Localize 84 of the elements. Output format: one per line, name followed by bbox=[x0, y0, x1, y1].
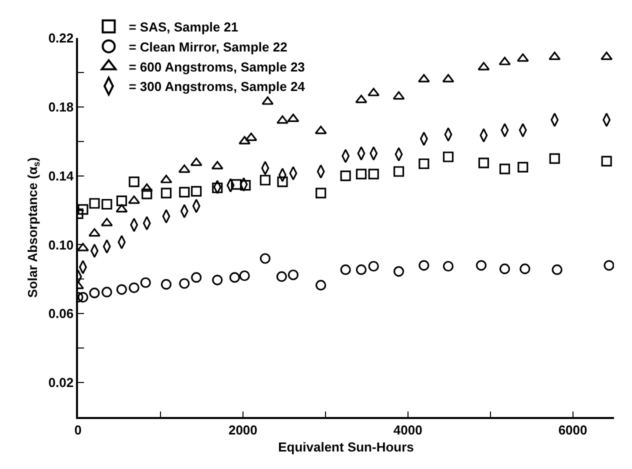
legend-label: = SAS, Sample 21 bbox=[128, 19, 238, 34]
point bbox=[78, 204, 88, 215]
x-axis-title: Equivalent Sun-Hours bbox=[278, 439, 414, 454]
y-tick-label: 0.02 bbox=[48, 375, 74, 390]
point bbox=[356, 168, 367, 180]
point bbox=[128, 282, 140, 294]
x-tick-label: 6000 bbox=[558, 422, 588, 438]
point bbox=[89, 198, 100, 209]
point bbox=[314, 126, 327, 134]
point bbox=[140, 277, 151, 288]
point bbox=[78, 292, 88, 303]
point bbox=[601, 156, 612, 166]
point bbox=[499, 264, 510, 274]
point bbox=[140, 183, 153, 192]
point bbox=[316, 280, 326, 291]
point bbox=[160, 188, 172, 198]
point bbox=[393, 166, 404, 177]
y-tick-label: 0.06 bbox=[48, 306, 74, 322]
point bbox=[476, 260, 487, 271]
point bbox=[100, 218, 113, 226]
y-tick-label: 0.18 bbox=[48, 99, 74, 114]
point bbox=[368, 260, 379, 272]
point bbox=[520, 264, 530, 274]
point bbox=[276, 115, 288, 124]
point bbox=[368, 168, 379, 180]
point bbox=[393, 266, 404, 277]
point bbox=[212, 182, 223, 194]
legend-label: = 300 Angstroms, Sample 24 bbox=[128, 79, 306, 94]
point bbox=[316, 188, 326, 198]
point bbox=[604, 260, 614, 271]
point bbox=[240, 180, 251, 191]
point bbox=[340, 264, 351, 276]
point bbox=[549, 153, 560, 164]
point bbox=[260, 253, 270, 264]
point bbox=[516, 53, 529, 62]
point bbox=[418, 260, 430, 271]
point bbox=[116, 284, 127, 295]
point bbox=[231, 179, 242, 190]
point bbox=[142, 188, 152, 200]
point bbox=[552, 264, 562, 276]
point bbox=[88, 228, 100, 237]
point bbox=[179, 186, 190, 198]
point bbox=[128, 176, 140, 188]
point bbox=[78, 242, 89, 252]
point bbox=[116, 196, 127, 206]
point bbox=[277, 176, 288, 188]
legend-label: = Clean Mirror, Sample 22 bbox=[128, 39, 288, 54]
x-tick-label: 0 bbox=[74, 422, 82, 438]
y-tick-label: 0.22 bbox=[48, 30, 74, 46]
point bbox=[102, 198, 112, 210]
point bbox=[356, 264, 367, 276]
point bbox=[179, 278, 190, 289]
point bbox=[178, 164, 190, 173]
point bbox=[288, 270, 299, 280]
point bbox=[229, 272, 240, 283]
point bbox=[276, 271, 287, 282]
point bbox=[478, 158, 490, 168]
point bbox=[212, 274, 223, 286]
y-tick-label: 0.14 bbox=[48, 168, 74, 184]
y-tick-label: 0.10 bbox=[48, 237, 74, 252]
point bbox=[340, 170, 351, 182]
point bbox=[499, 164, 510, 174]
point bbox=[239, 270, 250, 282]
point bbox=[355, 94, 368, 104]
point bbox=[418, 158, 430, 170]
point bbox=[498, 56, 511, 66]
point bbox=[368, 88, 380, 96]
x-tick-label: 4000 bbox=[393, 422, 422, 438]
point bbox=[442, 260, 454, 272]
point bbox=[160, 279, 172, 290]
x-tick-label: 2000 bbox=[228, 422, 258, 438]
point bbox=[102, 286, 112, 298]
legend-label: = 600 Angstroms, Sample 23 bbox=[128, 59, 305, 74]
point bbox=[392, 91, 405, 100]
point bbox=[442, 152, 454, 162]
point bbox=[260, 174, 270, 186]
point bbox=[89, 288, 100, 298]
point bbox=[191, 186, 202, 197]
point bbox=[191, 272, 202, 283]
point bbox=[518, 162, 528, 172]
point bbox=[478, 62, 490, 70]
point bbox=[262, 96, 274, 105]
point bbox=[287, 114, 300, 122]
point bbox=[160, 174, 172, 184]
